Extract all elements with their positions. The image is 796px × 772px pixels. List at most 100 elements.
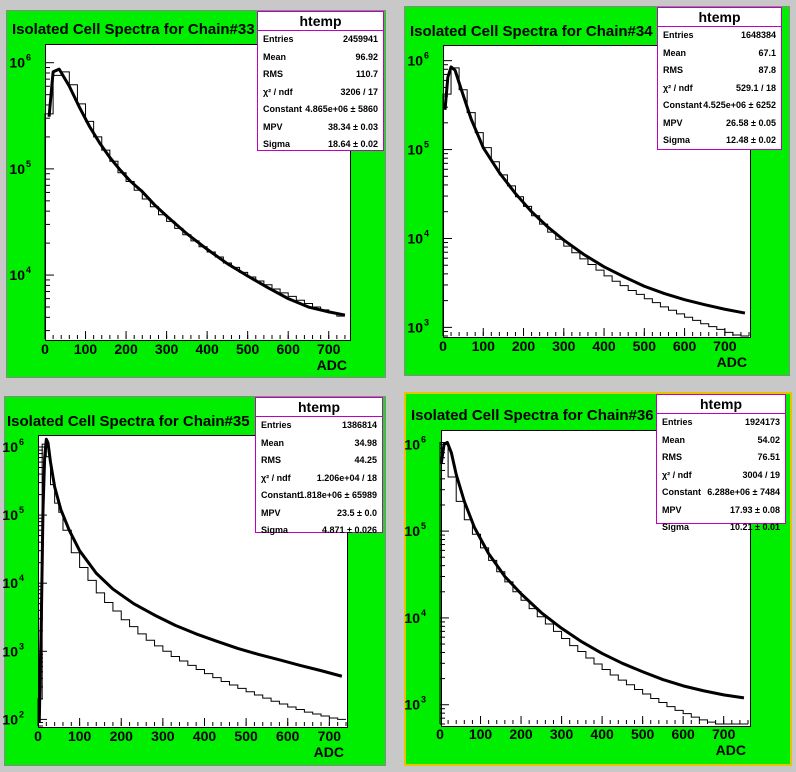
y-tick-label: 10	[407, 53, 423, 69]
y-tick-label: 10	[407, 319, 423, 335]
stats-row: Sigma 4.871 ± 0.026	[256, 522, 382, 540]
stats-row: Entries 1648384	[658, 27, 781, 45]
stats-row: MPV 23.5 ± 0.0	[256, 505, 382, 523]
x-tick-label: 300	[550, 726, 574, 742]
histogram-steps	[442, 67, 749, 337]
stats-rows: Entries 1924173 Mean 54.02 RMS 76.51 χ² / ndf 3…	[657, 414, 785, 537]
stats-value: 54.02	[757, 434, 780, 445]
x-tick-label: 500	[234, 728, 258, 744]
x-tick-label: 0	[41, 341, 49, 357]
pad-chain-35[interactable]: Isolated Cell Spectra for Chain#35 htemp…	[4, 396, 386, 766]
stats-box[interactable]: htemp Entries 1924173 Mean 54.02 RMS 76.51 χ² …	[656, 394, 786, 532]
stats-key: Mean	[261, 437, 285, 448]
y-tick-exponent: 5	[19, 505, 24, 515]
y-tick-label: 10	[2, 643, 18, 659]
x-tick-label: 200	[110, 728, 134, 744]
stats-key: RMS	[263, 69, 283, 79]
stats-value: 23.5 ± 0.0	[337, 507, 377, 518]
stats-value: 529.1 / 18	[735, 82, 776, 93]
stats-key: RMS	[663, 65, 683, 75]
stats-row: Mean 67.1	[658, 45, 781, 63]
pad-chain-33[interactable]: Isolated Cell Spectra for Chain#33 htemp…	[6, 10, 386, 378]
stats-key: Constant	[261, 490, 300, 500]
x-tick-label: 500	[236, 341, 260, 357]
stats-key: MPV	[662, 504, 682, 515]
stats-key: Mean	[663, 47, 687, 58]
stats-box[interactable]: htemp Entries 1648384 Mean 67.1 RMS 87.8 χ² / …	[657, 7, 782, 150]
stats-box[interactable]: htemp Entries 1386814 Mean 34.98 RMS 44.25 χ² …	[255, 397, 383, 535]
x-tick-label: 600	[671, 726, 695, 742]
stats-value: 110.7	[355, 69, 378, 79]
stats-row: Constant 6.288e+06 ± 7484	[657, 484, 785, 502]
y-tick-exponent: 4	[19, 573, 24, 583]
pad-chain-36[interactable]: Isolated Cell Spectra for Chain#36 htemp…	[404, 392, 792, 766]
stats-box[interactable]: htemp Entries 2459941 Mean 96.92 RMS 110.7 χ² …	[257, 11, 384, 151]
x-tick-label: 100	[469, 726, 493, 742]
y-tick-exponent: 4	[26, 265, 31, 275]
stats-key: Mean	[662, 434, 686, 445]
stats-key: MPV	[263, 121, 283, 132]
chart-title: Isolated Cell Spectra for Chain#36	[411, 407, 654, 424]
histogram-steps	[37, 443, 346, 726]
y-tick-exponent: 4	[424, 228, 429, 238]
y-tick-label: 10	[407, 142, 423, 158]
stats-value: 1648384	[740, 30, 776, 40]
stats-value: 1386814	[341, 420, 377, 430]
y-tick-exponent: 2	[19, 709, 24, 719]
y-tick-exponent: 5	[424, 140, 429, 150]
stats-value: 1924173	[744, 417, 780, 427]
y-tick-exponent: 5	[26, 159, 31, 169]
x-tick-label: 100	[74, 341, 98, 357]
stats-key: Sigma	[263, 139, 291, 149]
x-tick-label: 500	[631, 726, 655, 742]
x-tick-label: 300	[151, 728, 175, 744]
stats-value: 10.21 ± 0.01	[730, 522, 780, 532]
stats-key: Mean	[263, 51, 287, 62]
stats-value: 3004 / 19	[742, 469, 780, 480]
stats-row: χ² / ndf 1.206e+04 / 18	[256, 470, 382, 488]
chart-title: Isolated Cell Spectra for Chain#33	[12, 21, 255, 38]
histogram-steps	[44, 71, 345, 339]
y-tick-label: 10	[407, 230, 423, 246]
stats-value: 6.288e+06 ± 7484	[707, 487, 780, 497]
stats-row: Entries 1924173	[657, 414, 785, 432]
stats-key: Entries	[663, 30, 694, 40]
stats-value: 3206 / 17	[340, 86, 378, 97]
stats-title: htemp	[657, 395, 785, 414]
stats-key: RMS	[662, 452, 682, 462]
pad-chain-34[interactable]: Isolated Cell Spectra for Chain#34 htemp…	[404, 6, 790, 376]
y-tick-exponent: 6	[26, 53, 31, 63]
x-tick-label: 600	[673, 338, 697, 354]
stats-value: 38.34 ± 0.03	[328, 121, 378, 132]
stats-key: χ² / ndf	[663, 82, 693, 93]
y-tick-label: 10	[404, 523, 420, 539]
stats-key: Constant	[662, 487, 701, 497]
stats-row: Mean 96.92	[258, 49, 383, 67]
stats-row: Sigma 18.64 ± 0.02	[258, 136, 383, 154]
stats-row: Sigma 10.21 ± 0.01	[657, 519, 785, 537]
stats-value: 17.93 ± 0.08	[730, 504, 780, 515]
y-tick-exponent: 3	[421, 695, 426, 705]
stats-key: Sigma	[662, 522, 690, 532]
stats-key: Constant	[663, 100, 702, 110]
stats-title: htemp	[658, 8, 781, 27]
y-tick-label: 10	[404, 697, 420, 713]
x-axis-label: ADC	[317, 357, 347, 373]
y-tick-exponent: 6	[19, 437, 24, 447]
y-tick-label: 10	[2, 439, 18, 455]
x-axis-label: ADC	[717, 354, 747, 370]
stats-row: Mean 34.98	[256, 435, 382, 453]
stats-key: MPV	[261, 507, 281, 518]
stats-row: RMS 110.7	[258, 66, 383, 84]
stats-row: Sigma 12.48 ± 0.02	[658, 132, 781, 150]
y-tick-label: 10	[2, 507, 18, 523]
stats-key: MPV	[663, 117, 683, 128]
stats-key: Sigma	[261, 525, 289, 535]
stats-key: χ² / ndf	[261, 472, 291, 483]
stats-title: htemp	[256, 398, 382, 417]
histogram-steps	[439, 441, 748, 725]
x-tick-label: 200	[509, 726, 533, 742]
x-tick-label: 200	[114, 341, 138, 357]
x-tick-label: 0	[34, 728, 42, 744]
x-tick-label: 0	[436, 726, 444, 742]
